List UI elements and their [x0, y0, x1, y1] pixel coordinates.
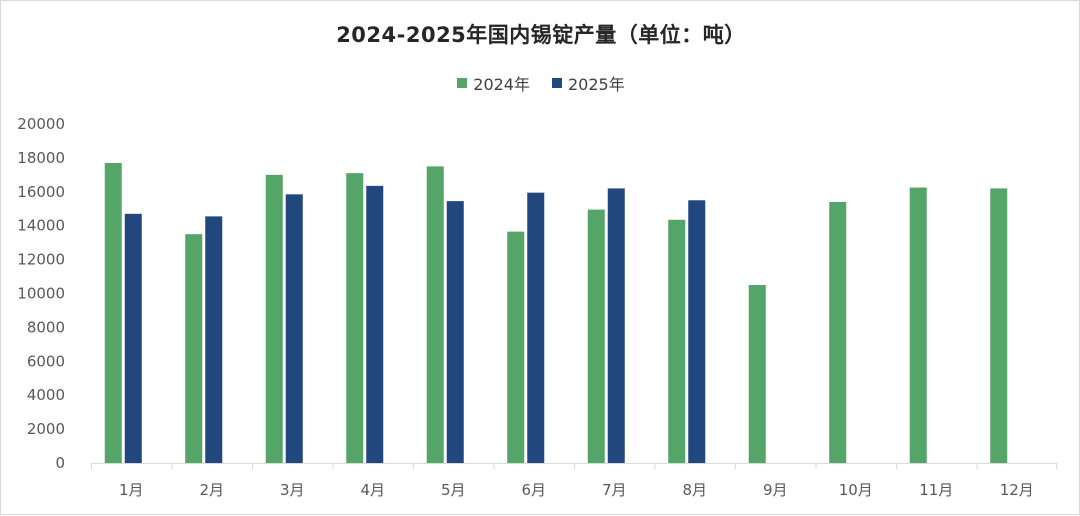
- bar-2024年: [748, 285, 766, 463]
- y-tick-label: 16000: [17, 183, 65, 201]
- x-tick-label: 7月: [602, 481, 627, 499]
- bar-2025年: [205, 216, 223, 463]
- x-tick-label: 11月: [919, 481, 953, 499]
- x-tick-label: 10月: [839, 481, 873, 499]
- x-tick-label: 1月: [119, 481, 144, 499]
- x-tick-label: 8月: [682, 481, 707, 499]
- legend-label-2024: 2024年: [473, 75, 530, 94]
- bar-2024年: [185, 234, 203, 463]
- bar-2024年: [265, 174, 283, 463]
- bar-2024年: [829, 201, 847, 463]
- legend-item-2024: 2024年: [457, 71, 530, 95]
- y-tick-label: 0: [55, 454, 65, 472]
- x-tick-label: 5月: [441, 481, 466, 499]
- bar-2024年: [909, 187, 927, 463]
- bar-2025年: [285, 194, 303, 463]
- bar-2025年: [527, 192, 545, 463]
- x-tick-label: 12月: [1000, 481, 1034, 499]
- legend-item-2025: 2025年: [552, 71, 625, 95]
- y-tick-label: 6000: [27, 352, 65, 370]
- bar-2025年: [366, 185, 384, 463]
- x-tick-label: 4月: [360, 481, 385, 499]
- bar-2025年: [688, 200, 706, 463]
- bar-2024年: [587, 209, 605, 463]
- bar-2024年: [990, 188, 1008, 463]
- bar-2024年: [104, 162, 122, 464]
- bar-2024年: [507, 231, 525, 463]
- y-tick-label: 4000: [27, 386, 65, 404]
- chart-legend: 2024年 2025年: [1, 71, 1080, 95]
- y-tick-label: 18000: [17, 149, 65, 167]
- chart-title: 2024-2025年国内锡锭产量（单位：吨）: [336, 23, 746, 47]
- legend-label-2025: 2025年: [568, 75, 625, 94]
- x-tick-label: 9月: [763, 481, 788, 499]
- x-tick-label: 2月: [199, 481, 224, 499]
- legend-swatch-2024: [457, 78, 468, 88]
- bar-2025年: [607, 188, 625, 463]
- x-tick-label: 3月: [280, 481, 305, 499]
- bar-2024年: [426, 166, 444, 463]
- legend-swatch-2025: [552, 78, 562, 88]
- y-tick-label: 14000: [17, 217, 65, 235]
- y-tick-label: 10000: [17, 285, 65, 303]
- bar-2025年: [124, 213, 142, 463]
- y-tick-label: 8000: [27, 318, 65, 336]
- x-tick-label: 6月: [521, 481, 546, 499]
- bar-2025年: [446, 201, 464, 463]
- bar-2024年: [668, 219, 686, 463]
- y-tick-label: 2000: [27, 420, 65, 438]
- y-tick-label: 20000: [17, 115, 65, 133]
- bar-2024年: [346, 173, 364, 463]
- y-tick-label: 12000: [17, 251, 65, 269]
